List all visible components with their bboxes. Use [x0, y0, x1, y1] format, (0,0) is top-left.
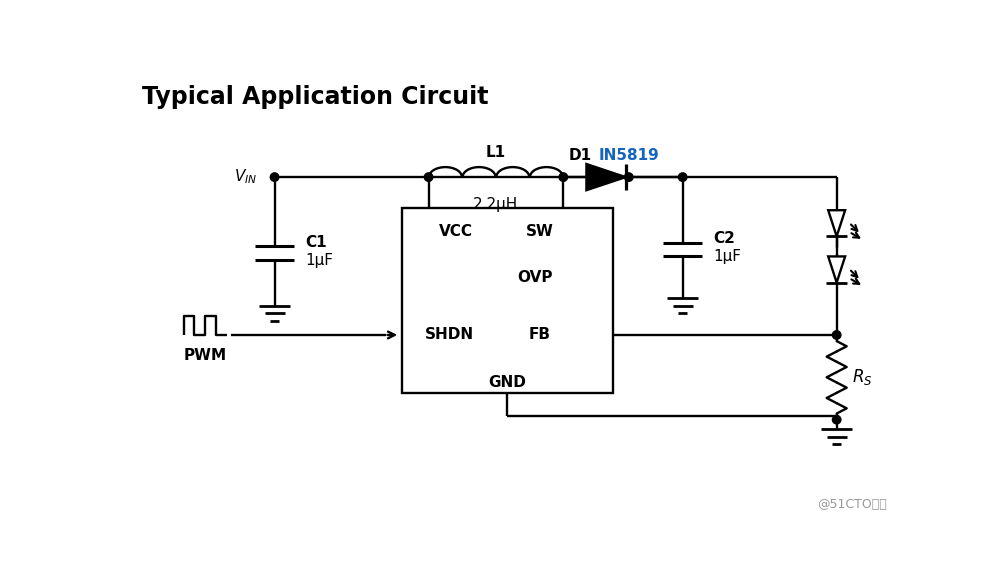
Circle shape: [625, 173, 633, 182]
Text: Typical Application Circuit: Typical Application Circuit: [142, 85, 489, 109]
Circle shape: [425, 173, 433, 182]
Text: 2.2μH: 2.2μH: [473, 197, 518, 211]
Circle shape: [832, 415, 841, 424]
Text: 1μF: 1μF: [306, 253, 333, 268]
Text: $R_S$: $R_S$: [852, 367, 872, 387]
Text: 1μF: 1μF: [713, 249, 741, 264]
Bar: [401, 208, 614, 392]
Polygon shape: [586, 164, 626, 190]
Text: D1: D1: [568, 148, 592, 163]
Text: VCC: VCC: [439, 224, 473, 238]
Text: SW: SW: [526, 224, 554, 238]
Text: GND: GND: [489, 375, 526, 390]
Text: IN5819: IN5819: [599, 148, 659, 163]
Polygon shape: [828, 210, 845, 237]
Text: OVP: OVP: [517, 270, 552, 285]
Text: L1: L1: [486, 145, 506, 160]
Circle shape: [271, 173, 279, 182]
Text: C2: C2: [713, 231, 735, 246]
Circle shape: [678, 173, 687, 182]
Text: SHDN: SHDN: [425, 328, 474, 342]
Circle shape: [832, 331, 841, 339]
Text: $V_{IN}$: $V_{IN}$: [234, 168, 258, 186]
Text: C1: C1: [306, 235, 327, 250]
Circle shape: [559, 173, 567, 182]
Text: FB: FB: [529, 328, 550, 342]
Polygon shape: [828, 256, 845, 283]
Text: PWM: PWM: [184, 348, 226, 363]
Text: @51CTO博客: @51CTO博客: [817, 498, 886, 510]
